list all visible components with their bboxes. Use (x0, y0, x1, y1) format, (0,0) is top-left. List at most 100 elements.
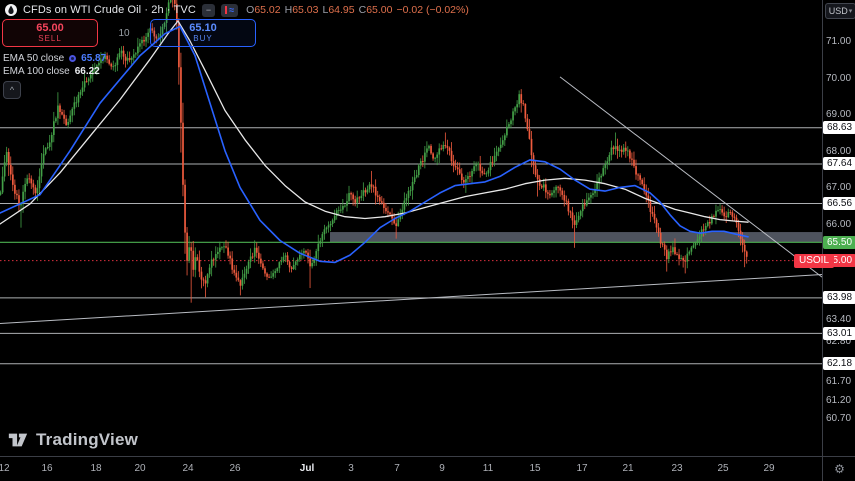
rising-support-trendline[interactable] (0, 274, 822, 325)
candle-body (79, 92, 82, 95)
candle-body (709, 222, 711, 224)
candle-body (456, 167, 459, 170)
candle-body (512, 111, 514, 121)
price-level-tag: 63.01 (823, 326, 855, 340)
time-axis-label: 7 (394, 463, 400, 474)
candle-wick (613, 145, 614, 155)
candle-body (319, 240, 322, 244)
candle-body (235, 272, 238, 278)
candle-body (89, 74, 92, 79)
candle-wick (574, 215, 575, 248)
candle-body (28, 178, 31, 180)
candle-body (245, 268, 248, 274)
descending-resistance-trendline[interactable] (559, 76, 822, 278)
ema50-line[interactable] (0, 25, 749, 264)
candle-wick (326, 226, 327, 234)
candle-body (342, 205, 344, 210)
price-axis-label: 66.00 (826, 219, 852, 230)
candle-wick (205, 275, 206, 298)
candle-body (395, 223, 398, 227)
candle-body (627, 150, 629, 152)
candle-wick (252, 252, 254, 260)
ema50-badge-icon (69, 55, 77, 62)
candle-body (471, 171, 473, 177)
candle-wick (717, 206, 719, 213)
candle-body (526, 118, 529, 130)
ema100-line[interactable] (0, 20, 749, 225)
candle-body (0, 192, 2, 195)
candle-wick (157, 33, 159, 41)
candle-body (106, 55, 108, 60)
sell-button[interactable]: 65.00 SELL (2, 19, 98, 47)
candle-body (124, 56, 127, 61)
candle-body (409, 190, 412, 192)
candle-body (329, 223, 332, 226)
candle-body (534, 165, 537, 175)
candle-wick (436, 152, 438, 166)
candle-body (579, 211, 582, 216)
candle-body (143, 39, 145, 42)
time-axis[interactable]: 12 16 18 20 24 26 Jul 3 7 9 11 15 17 21 23 25 29 (0, 456, 822, 481)
symbol-logo-oil-drop-icon (5, 4, 17, 16)
candle-body (126, 58, 129, 61)
candle-body (446, 146, 449, 148)
candle-body (208, 267, 211, 275)
candle-body (419, 161, 422, 166)
candle-body (411, 181, 414, 191)
price-axis-label: 62.80 (826, 336, 852, 348)
supply-zone-band (330, 232, 822, 243)
change-value: −0.02 (−0.02%) (396, 4, 469, 16)
candle-wick (483, 168, 485, 175)
candle-body (36, 188, 39, 194)
candle-body (501, 140, 504, 145)
candle-body (553, 190, 555, 193)
candle-body (280, 260, 283, 263)
currency-dropdown[interactable]: USD ▾ (825, 3, 855, 19)
buy-button[interactable]: 65.10 BUY (150, 19, 256, 47)
high-value: 65.03 (292, 4, 319, 16)
axis-settings-corner[interactable]: ⚙ (822, 456, 855, 481)
candle-body (83, 81, 86, 88)
candle-body (354, 199, 357, 203)
legend-collapse-button[interactable]: − (201, 3, 216, 17)
candle-body (460, 173, 463, 181)
time-axis-label: 21 (622, 463, 634, 474)
quantity-field[interactable]: 10 (98, 19, 150, 47)
candle-body (631, 158, 633, 160)
price-axis[interactable]: 71.00 70.00 69.00 68.00 67.00 66.00 63.40 62.80… (822, 0, 855, 456)
ema100-legend-row[interactable]: EMA 100 close 66.22 (3, 65, 106, 78)
candle-body (405, 198, 408, 201)
candle-body (266, 273, 268, 277)
time-axis-label: 23 (671, 463, 683, 474)
candle-wick (455, 159, 456, 171)
candle-body (426, 148, 428, 153)
candle-wick (172, 0, 174, 8)
mini-chart-toggle-button[interactable]: ≈ (221, 3, 239, 17)
candle-body (335, 210, 338, 216)
price-axis-label: 63.40 (826, 314, 852, 326)
ema50-legend-row[interactable]: EMA 50 close 65.87 (3, 52, 106, 65)
candle-body (311, 262, 313, 267)
candle-body (262, 263, 264, 269)
candle-body (731, 212, 734, 217)
candle-body (374, 186, 377, 196)
candle-body (81, 87, 84, 93)
candle-wick (547, 190, 549, 200)
candle-body (186, 232, 188, 261)
candle-body (616, 146, 619, 151)
panel-collapse-button[interactable]: ^ (3, 81, 21, 99)
candle-body (551, 192, 553, 196)
open-value: 65.02 (254, 4, 281, 16)
candle-body (61, 112, 63, 115)
symbol-title[interactable]: CFDs on WTI Crude Oil · 2h · TVC (23, 4, 196, 16)
candle-body (610, 147, 613, 155)
candle-wick (662, 242, 664, 248)
candle-wick (477, 161, 479, 171)
candle-body (676, 254, 678, 256)
candle-body (522, 103, 525, 105)
candle-body (372, 186, 375, 188)
price-chart-canvas[interactable] (0, 0, 822, 456)
candle-body (370, 184, 373, 187)
candle-body (182, 122, 184, 185)
candle-body (139, 43, 141, 47)
